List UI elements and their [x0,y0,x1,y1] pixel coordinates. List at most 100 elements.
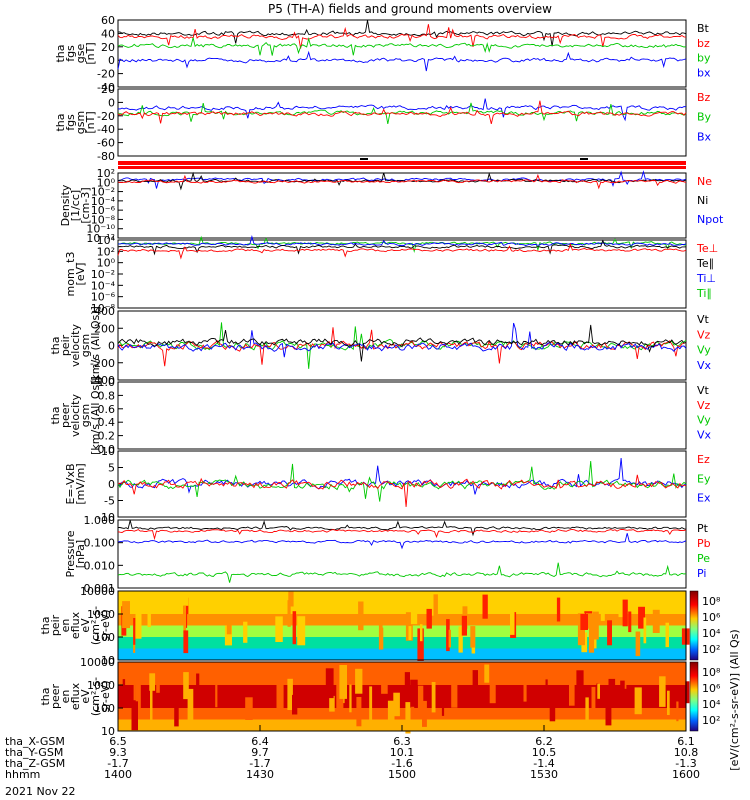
series-trace-red [117,24,687,49]
y-label-line: mom_t3 [64,252,77,297]
y-tick-label: 10⁰ [97,257,116,270]
legend-entry: Ti⊥ [696,272,716,285]
series-trace-blue [117,50,687,72]
legend-entry: Bt [697,22,710,35]
y-tick-label: -5 [104,495,115,508]
spectrogram-cell [430,594,438,623]
spectrogram-cell [410,606,418,625]
series-trace-black [117,324,687,362]
y-label-line: (cm²-s- [89,606,102,645]
spectrogram-cell [381,672,388,694]
y-tick-label: -400 [90,374,115,387]
y-label-line: peer [59,403,72,429]
x-tick-value: 6.3 [393,735,411,748]
legend-entry: Vy [697,414,711,427]
y-label-line: peir [59,334,72,356]
legend-entry: Npot [697,213,724,226]
spectrogram-cell [569,675,575,706]
y-tick-label: 10⁻⁸ [91,302,116,315]
date-label: 2021 Nov 22 [5,785,75,798]
spectrogram-cell [183,672,189,700]
x-tick-value: 6.4 [251,735,269,748]
spectrogram-cell [355,668,363,694]
y-tick-label: 10⁰ [97,176,116,189]
spectrogram-cell [404,672,410,700]
series-trace-black [118,20,687,47]
spectrogram-cell [123,687,126,702]
spectrogram-cell [215,677,218,708]
y-label-line: Density [59,184,72,226]
y-tick-label: 0 [108,478,115,491]
spectrogram-cell [380,627,384,650]
series-trace-black [117,171,687,191]
spectrogram-cell [329,695,335,712]
spectrogram-band [118,662,686,674]
legend-entry: Bz [697,91,711,104]
spectrogram-band [118,614,686,626]
spectrogram-cell [667,690,670,715]
spectrogram-cell [652,609,660,633]
series-trace-blue [117,533,687,550]
legend-entry: Vx [697,428,712,441]
spectrogram-cell [135,684,141,711]
y-tick-label: 200 [94,322,115,335]
spectrogram-cell [643,617,647,644]
legend-entry: Vy [697,344,711,357]
series-trace-red [117,100,687,125]
spectrogram-cell [122,601,130,629]
y-tick-label: 10⁴ [97,234,116,247]
spectrogram-cell [417,628,424,661]
y-label-line: [nT] [84,42,97,64]
spectrogram-cell [441,685,445,716]
x-tick-value: -1.7 [107,757,128,770]
y-tick-label: 20 [101,83,115,96]
y-tick-label: 10 [101,725,115,738]
y-axis-label: Pressure[nPa] [64,530,87,577]
status-bar-marker [580,158,588,160]
spectrogram-cell [408,626,412,640]
colorbar-tick: 10⁶ [702,682,721,695]
y-label-line: en [59,690,72,704]
spectrogram-cell [231,667,239,684]
spectrogram-cell [592,611,599,640]
legend-entry: By [697,111,712,124]
spectrogram-cell [411,694,415,720]
y-tick-label: 60 [101,14,115,27]
y-tick-label: 10 [101,654,115,667]
legend-entry: Vz [697,399,711,412]
spectrogram-cell [297,616,306,646]
plot-frame [117,519,687,589]
x-tick-value: 1430 [246,768,274,781]
spectrogram-cell [287,600,291,627]
legend-entry: Pt [697,522,709,535]
spectrogram-cell [349,684,352,713]
y-tick-label: 100 [94,702,115,715]
y-label-line: [eV] [74,263,87,286]
y-label-line: [mV/m] [74,463,87,504]
spectrogram-cell [292,611,297,645]
spectrogram-cell [448,629,451,648]
series-trace-black [118,520,687,537]
spectrogram-cell [196,673,200,690]
colorbar-tick: 10² [702,714,720,727]
y-tick-label: -20 [97,110,115,123]
spectrogram-cell [576,670,584,693]
y-tick-label: 40 [101,27,115,40]
spectrogram-band [118,602,686,615]
panel-peiren: 10000 1000 100 10 thapeirenefluxeV(cm²-s-sr-… [39,585,690,667]
spectrogram-cell [147,604,151,628]
spectrogram-band [118,685,686,697]
spectrogram-cell [618,601,624,618]
panel-pressure: 1.000 0.100 0.010 0.001 Pressure[nPa] Pt Pb Pe P… [64,514,711,595]
panel-density: 10²10⁰10⁻²10⁻⁴10⁻⁶10⁻⁸10⁻¹⁰10⁻¹²Density[… [59,167,724,245]
spectrogram-cell [339,665,347,699]
spectrogram-cell [287,678,293,710]
y-tick-label: 0.0 [98,443,116,456]
y-label-line: velocity [69,324,82,367]
legend-entry: Vt [697,384,710,397]
legend-entry: Ni [697,194,708,207]
